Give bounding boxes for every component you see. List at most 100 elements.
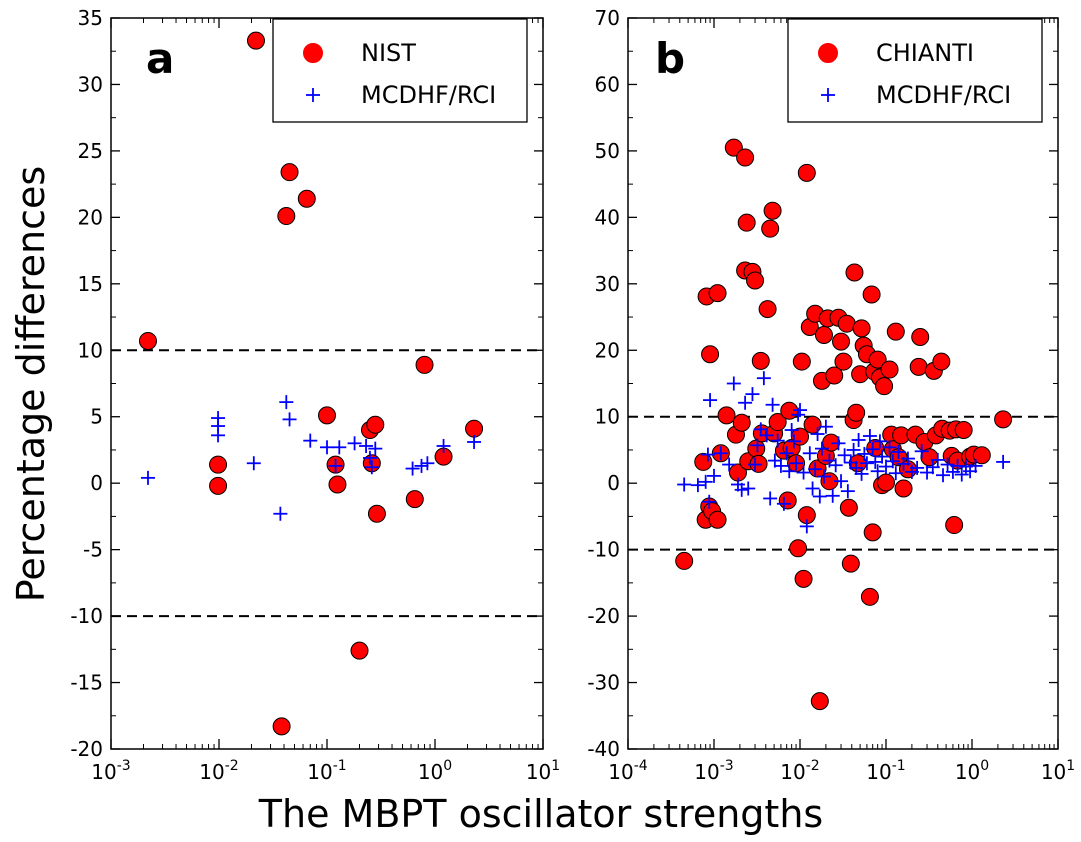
y-axis-title: Percentage differences [9, 166, 53, 602]
data-point-plus [782, 464, 797, 479]
data-point-circle [845, 263, 864, 282]
data-point-plus [840, 484, 855, 499]
data-point-plus [834, 474, 849, 489]
data-point-plus [756, 371, 771, 386]
data-point-plus [828, 458, 843, 473]
data-point-plus [776, 496, 791, 511]
data-point-plus [332, 440, 347, 455]
data-point-plus [816, 469, 831, 484]
legend-label: MCDHF/RCI [361, 81, 496, 109]
y-tick-label: -5 [83, 538, 103, 562]
data-point-plus [765, 397, 780, 412]
data-point-plus [885, 454, 900, 469]
data-point-plus [859, 456, 874, 471]
x-tick-label: 10-1 [866, 758, 905, 784]
x-tick-label: 101 [1041, 758, 1075, 784]
data-point-plus [700, 447, 715, 462]
data-point-plus [935, 468, 950, 483]
data-point-plus [914, 444, 929, 459]
data-point-plus [328, 458, 343, 473]
data-point-plus [738, 395, 753, 410]
data-point-circle [880, 360, 899, 379]
legend-label: NIST [361, 39, 416, 67]
data-point-plus [851, 432, 866, 447]
data-point-circle [763, 201, 782, 220]
data-point-circle [367, 504, 386, 523]
data-point-circle [405, 490, 424, 509]
legend-label: CHIANTI [876, 39, 974, 67]
data-point-circle [803, 415, 822, 434]
y-tick-label: -10 [70, 604, 103, 628]
data-point-circle [839, 498, 858, 517]
data-point-circle [747, 439, 766, 458]
data-point-circle [778, 491, 797, 510]
data-point-plus [320, 440, 334, 455]
data-point-plus [368, 441, 383, 456]
data-point-plus [805, 481, 820, 496]
data-point-circle [297, 189, 316, 208]
y-tick-label: 50 [595, 139, 620, 163]
data-point-plus [722, 457, 737, 472]
y-tick-label: 15 [78, 272, 103, 296]
legend-marker-circle [818, 43, 838, 63]
data-point-circle [789, 539, 808, 558]
data-point-circle [868, 350, 887, 369]
data-point-plus [891, 444, 906, 459]
data-point-plus [888, 466, 903, 481]
data-point-plus [968, 458, 983, 473]
y-tick-label: 5 [90, 405, 103, 429]
data-point-circle [761, 219, 780, 238]
data-point-circle [465, 419, 484, 438]
data-point-plus [875, 449, 890, 464]
data-point-circle [792, 352, 811, 371]
data-point-circle [972, 446, 991, 465]
data-point-plus [910, 460, 925, 475]
data-point-circle [328, 475, 347, 494]
data-point-plus [414, 458, 429, 473]
data-point-plus [759, 428, 774, 443]
data-point-plus [954, 467, 969, 482]
data-point-plus [865, 442, 880, 457]
data-point-plus [870, 464, 885, 479]
data-point-circle [209, 455, 228, 474]
data-point-plus [770, 433, 785, 448]
data-point-plus [854, 466, 869, 481]
data-point-circle [746, 271, 765, 290]
y-tick-label: 20 [78, 205, 103, 229]
data-point-plus [857, 446, 872, 461]
y-tick-label: -20 [70, 737, 103, 761]
y-tick-label: 30 [78, 72, 103, 96]
data-point-plus [773, 458, 788, 473]
data-point-circle [717, 406, 736, 425]
x-tick-label: 101 [526, 758, 560, 784]
data-point-plus [246, 456, 261, 471]
y-tick-label: -15 [70, 671, 103, 695]
data-point-circle [909, 357, 928, 376]
data-point-plus [846, 442, 861, 457]
data-point-circle [366, 415, 385, 434]
data-point-circle [272, 717, 291, 736]
data-point-circle [350, 641, 369, 660]
data-point-plus [698, 474, 713, 489]
y-tick-label: 40 [595, 205, 620, 229]
data-point-plus [690, 478, 705, 493]
data-point-plus [872, 434, 887, 449]
data-point-circle [794, 569, 813, 588]
data-point-circle [852, 319, 871, 338]
y-tick-label: -40 [587, 737, 620, 761]
data-point-circle [708, 284, 727, 303]
data-point-plus [763, 491, 778, 506]
y-tick-label: 10 [78, 338, 103, 362]
data-point-plus [420, 456, 435, 471]
data-point-circle [932, 352, 951, 371]
data-point-circle [886, 322, 905, 341]
data-point-plus [812, 489, 827, 504]
x-tick-label: 10-3 [91, 758, 130, 784]
data-point-circle [814, 325, 833, 344]
data-point-plus [359, 438, 374, 453]
data-point-plus [814, 441, 829, 456]
panel-label: a [146, 34, 174, 83]
data-point-circle [736, 148, 755, 167]
data-point-plus [862, 428, 877, 443]
data-point-circle [841, 554, 860, 573]
